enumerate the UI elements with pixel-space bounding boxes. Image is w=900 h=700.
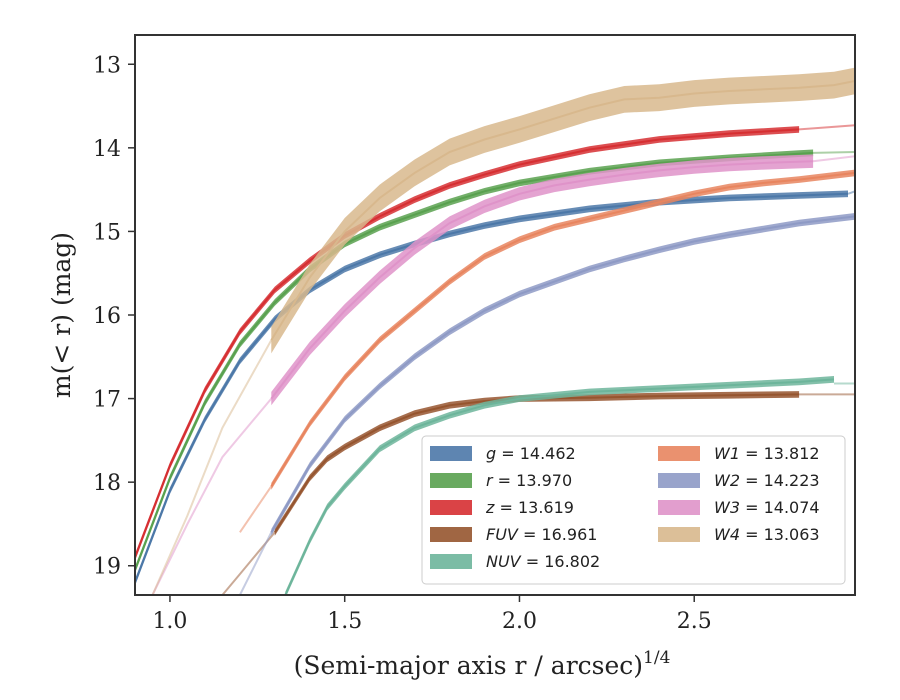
legend-label-g: g = 14.462 [486,444,576,463]
legend-label-w1: W1 = 13.812 [714,444,820,463]
series-w3-model-line [151,397,273,595]
legend-swatch-fuv [430,527,472,542]
series-z-line [135,128,800,558]
legend-swatch-g [430,446,472,461]
series-w3 [151,154,855,595]
legend-swatch-nuv [430,554,472,569]
series-w1-line [270,171,855,487]
series-z [135,124,855,561]
x-tick-label: 2.0 [502,609,537,634]
ticks-layer: 1.0 1.5 2.0 2.5 13 14 15 16 17 18 19 [93,53,712,634]
series-g-band [135,190,848,586]
y-tick-label: 19 [93,555,121,580]
legend-label-fuv: FUV = 16.961 [486,525,597,544]
legend-label-w3: W3 = 14.074 [714,498,820,517]
y-tick-label: 18 [93,471,121,496]
legend-label-z: z = 13.619 [485,498,574,517]
legend-swatch-z [430,500,472,515]
series-fuv-line [273,393,800,533]
y-axis-label: m(< r) (mag) [47,232,76,398]
legend-label-w2: W2 = 14.223 [714,471,820,490]
x-tick-label: 1.0 [152,609,187,634]
series-w3-band [271,154,814,406]
series-w3-model-tail [812,155,855,163]
legend-label-nuv: NUV = 16.802 [486,552,600,571]
legend-label-r: r = 13.970 [486,471,572,490]
series-r-model-line [813,151,855,154]
series-z-model-line [799,124,855,131]
x-tick-label: 1.5 [327,609,362,634]
x-tick-label: 2.5 [677,609,712,634]
series-w4 [151,67,855,595]
series-w4-model-line [151,339,273,595]
y-tick-label: 14 [93,137,121,162]
x-axis-label: (Semi-major axis r / arcsec)1/4 [294,648,671,680]
legend-box [421,435,846,585]
series-w1 [239,169,855,533]
y-tick-label: 13 [93,53,121,78]
series-nuv [271,376,855,595]
series-layer [135,67,855,595]
legend-swatch-r [430,473,472,488]
series-w1-model-line [239,485,273,533]
legend: g = 14.462 r = 13.970 z = 13.619 FUV = 16.9… [421,435,846,585]
y-tick-label: 17 [93,388,121,413]
series-nuv-line [284,378,835,595]
legend-swatch-w1 [658,446,700,461]
series-r-line [135,151,814,571]
series-w2-line [270,215,855,533]
series-w2-model-line [239,531,273,595]
y-tick-label: 16 [93,304,121,329]
series-w2 [239,213,855,595]
series-w3-line [270,160,814,400]
legend-swatch-w3 [658,500,700,515]
series-g-model-line [847,190,855,195]
series-w4-line [270,80,855,341]
series-w4-band [271,67,855,354]
y-tick-label: 15 [93,220,121,245]
legend-label-w4: W4 = 13.063 [714,525,820,544]
legend-swatch-w2 [658,473,700,488]
legend-swatch-w4 [658,527,700,542]
series-r [135,149,855,574]
